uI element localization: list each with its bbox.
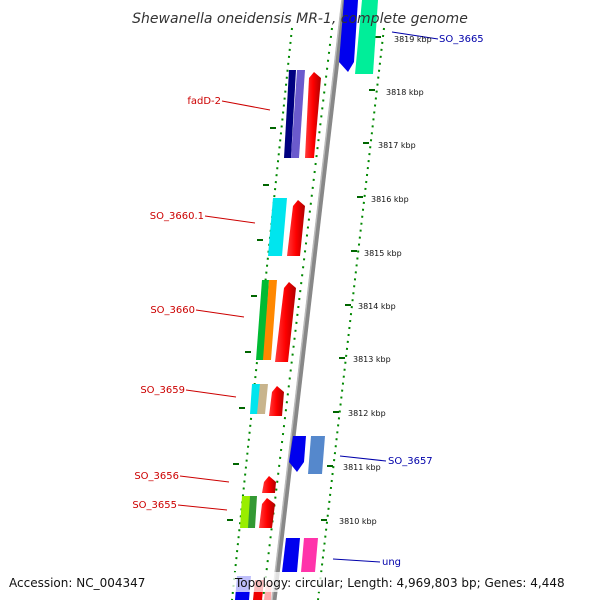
gene-labels-right: SO_3665 SO_3657 ung xyxy=(382,34,484,568)
gene-SO_3659-block xyxy=(250,384,284,416)
gene-label-SO_3660[interactable]: SO_3660 xyxy=(150,305,195,316)
tick-label: 3815 kbp xyxy=(364,249,402,258)
tick-label: 3813 kbp xyxy=(353,355,391,364)
gene-SO_3657-block xyxy=(289,436,325,474)
tick-marks xyxy=(227,36,381,521)
gene-label-SO_3660.1[interactable]: SO_3660.1 xyxy=(150,211,204,222)
tick-labels: 3819 kbp 3818 kbp 3817 kbp 3816 kbp 3815… xyxy=(339,35,432,526)
outer-dotted-guide-right xyxy=(317,27,385,600)
tick-label: 3816 kbp xyxy=(371,195,409,204)
tick-label: 3814 kbp xyxy=(358,302,396,311)
gene-labels-left: fadD-2 SO_3660.1 SO_3660 SO_3659 SO_3656… xyxy=(132,96,221,511)
gene-SO_3655-block xyxy=(240,496,275,528)
gene-label-SO_3665[interactable]: SO_3665 xyxy=(439,34,484,45)
gene-ung-block xyxy=(282,538,318,572)
tick-label: 3817 kbp xyxy=(378,141,416,150)
topology-text: Topology: circular; Length: 4,969,803 bp… xyxy=(234,576,565,590)
gene-fadD-2-block xyxy=(284,70,321,158)
genome-backbone-shade xyxy=(271,0,343,600)
tick-label: 3810 kbp xyxy=(339,517,377,526)
tick-label: 3812 kbp xyxy=(348,409,386,418)
gene-label-SO_3659[interactable]: SO_3659 xyxy=(140,385,185,396)
accession-text: Accession: NC_004347 xyxy=(9,576,145,590)
gene-SO_3656-block xyxy=(262,476,276,493)
gene-label-fadD-2[interactable]: fadD-2 xyxy=(187,96,221,107)
gene-SO_3660-block xyxy=(256,280,296,362)
gene-SO_3665-block xyxy=(339,0,378,74)
tick-label: 3811 kbp xyxy=(343,463,381,472)
gene-label-ung[interactable]: ung xyxy=(382,557,401,568)
label-connectors-left xyxy=(177,100,271,511)
label-connectors-right xyxy=(332,31,439,563)
gene-label-SO_3657[interactable]: SO_3657 xyxy=(388,456,433,467)
genome-backbone xyxy=(271,0,347,600)
map-title: Shewanella oneidensis MR-1, complete gen… xyxy=(132,11,468,27)
gene-label-SO_3655[interactable]: SO_3655 xyxy=(132,500,177,511)
tick-label: 3819 kbp xyxy=(394,35,432,44)
gene-SO_3660.1-block xyxy=(268,198,305,256)
footer-topology-background xyxy=(230,572,592,592)
tick-label: 3818 kbp xyxy=(386,88,424,97)
gene-label-SO_3656[interactable]: SO_3656 xyxy=(134,471,179,482)
